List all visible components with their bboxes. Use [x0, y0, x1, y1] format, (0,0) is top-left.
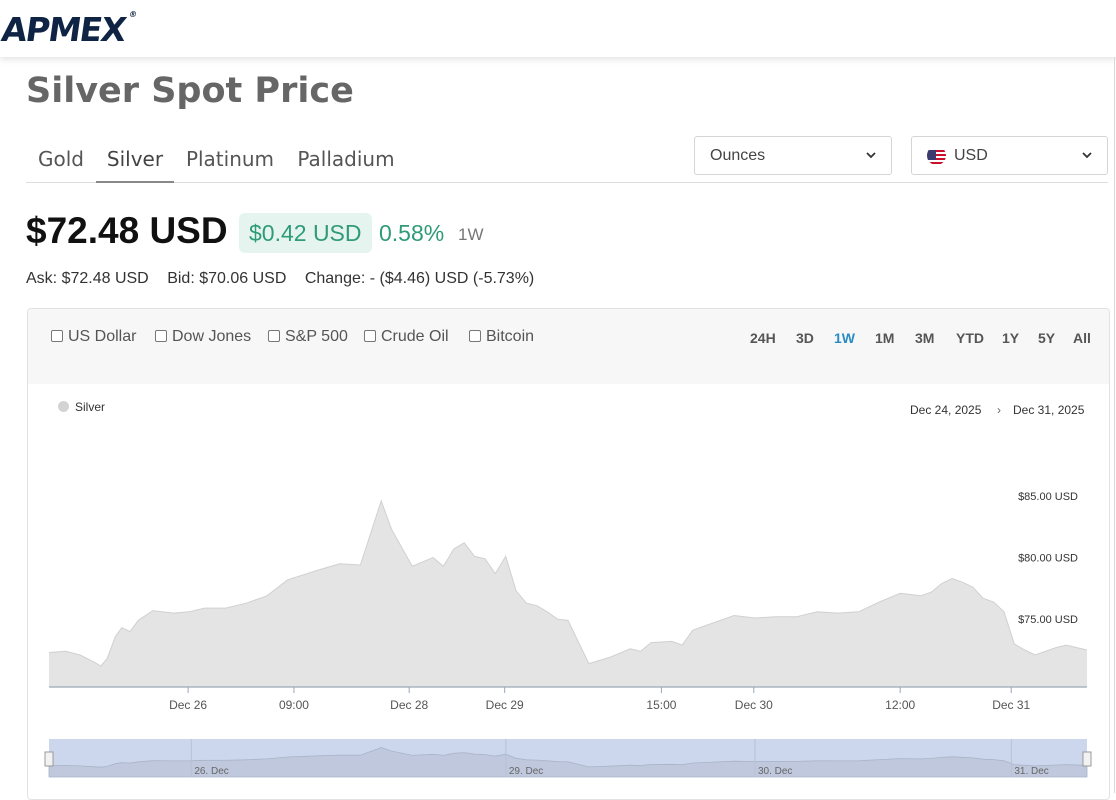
y-tick-label: $80.00 USD	[1018, 553, 1078, 565]
compare-bitcoin[interactable]: Bitcoin	[469, 328, 534, 350]
compare-us-dollar[interactable]: US Dollar	[51, 328, 136, 350]
tab-platinum[interactable]: Platinum	[185, 147, 275, 171]
range-all[interactable]: All	[1073, 330, 1091, 346]
navigator-label: 29. Dec	[509, 766, 543, 777]
compare-sp-500[interactable]: S&P 500	[268, 328, 348, 350]
currency-select[interactable]: USD	[911, 136, 1108, 175]
compare-label: Bitcoin	[486, 328, 535, 345]
compare-label: US Dollar	[68, 328, 137, 345]
y-tick-label: $75.00 USD	[1018, 614, 1078, 626]
price-chart-card: US Dollar Dow Jones S&P 500 Crude Oil Bi…	[27, 308, 1110, 800]
compare-dow-jones[interactable]: Dow Jones	[155, 328, 251, 350]
compare-label: S&P 500	[285, 328, 348, 345]
price-change-badge: $0.42 USD	[239, 213, 372, 253]
unit-select[interactable]: Ounces	[694, 136, 892, 175]
price-details: Ask: $72.48 USD Bid: $70.06 USD Change: …	[26, 270, 548, 288]
compare-crude-oil[interactable]: Crude Oil	[364, 328, 449, 350]
checkbox-icon[interactable]	[155, 330, 167, 342]
range-5y[interactable]: 5Y	[1038, 330, 1056, 346]
navigator-handle-right[interactable]	[1082, 751, 1092, 767]
x-tick-label: Dec 28	[390, 698, 428, 712]
date-to[interactable]: Dec 31, 2025	[1013, 403, 1085, 417]
bid-price: Bid: $70.06 USD	[167, 270, 287, 287]
chart-toolbar: US Dollar Dow Jones S&P 500 Crude Oil Bi…	[28, 309, 1109, 384]
chevron-down-icon	[1082, 152, 1092, 159]
x-tick-label: Dec 31	[992, 698, 1030, 712]
checkbox-icon[interactable]	[268, 330, 280, 342]
y-tick-label: $85.00 USD	[1018, 491, 1078, 503]
page-title: Silver Spot Price	[26, 71, 354, 111]
currency-select-value: USD	[954, 147, 988, 164]
content-frame	[0, 57, 1115, 793]
silver-area	[49, 500, 1087, 687]
x-tick-label: 15:00	[646, 698, 676, 712]
chevron-down-icon	[866, 152, 876, 159]
price-change-percent: 0.58%	[379, 220, 445, 246]
price-change-detail: Change: - ($4.46) USD (-5.73%)	[304, 270, 535, 287]
checkbox-icon[interactable]	[51, 330, 63, 342]
navigator-label: 31. Dec	[1014, 766, 1048, 777]
unit-select-value: Ounces	[710, 147, 766, 164]
apmex-logo[interactable]: APMEX®	[0, 10, 137, 49]
range-1m[interactable]: 1M	[875, 330, 895, 346]
checkbox-icon[interactable]	[469, 330, 481, 342]
spot-price: $72.48 USD	[26, 210, 228, 251]
navigator-series	[48, 747, 1088, 778]
chart-legend-item[interactable]: Silver	[58, 400, 105, 414]
x-tick-label: Dec 30	[735, 698, 773, 712]
compare-label: Dow Jones	[172, 328, 252, 345]
date-separator-icon: ›	[997, 403, 1001, 417]
legend-label: Silver	[75, 400, 106, 414]
compare-label: Crude Oil	[381, 328, 449, 345]
range-3d[interactable]: 3D	[796, 330, 814, 346]
price-period: 1W	[458, 225, 484, 244]
range-1w[interactable]: 1W	[834, 330, 855, 346]
x-tick-label: Dec 29	[486, 698, 524, 712]
site-header: APMEX®	[0, 0, 1116, 57]
navigator-handle-left[interactable]	[44, 751, 54, 767]
x-tick-label: 09:00	[279, 698, 309, 712]
range-3m[interactable]: 3M	[915, 330, 935, 346]
x-tick-label: Dec 26	[169, 698, 207, 712]
price-chart[interactable]: $85.00 USD $80.00 USD $75.00 USD Dec 26 09:0…	[28, 309, 1109, 799]
us-flag-icon	[927, 146, 946, 165]
x-tick-label: 12:00	[885, 698, 915, 712]
legend-dot-icon	[58, 401, 69, 412]
range-24h[interactable]: 24H	[750, 330, 776, 346]
tab-palladium[interactable]: Palladium	[297, 147, 395, 171]
ask-price: Ask: $72.48 USD	[26, 270, 149, 287]
date-from[interactable]: Dec 24, 2025	[910, 403, 982, 417]
navigator-label: 30. Dec	[758, 766, 792, 777]
tab-silver[interactable]: Silver	[96, 138, 174, 183]
tab-gold[interactable]: Gold	[38, 147, 84, 171]
metal-tabs: Gold Silver Platinum Palladium	[26, 138, 1108, 183]
silver-line	[48, 499, 1088, 667]
range-1y[interactable]: 1Y	[1002, 330, 1020, 346]
navigator-label: 26. Dec	[194, 766, 228, 777]
range-ytd[interactable]: YTD	[956, 330, 984, 346]
checkbox-icon[interactable]	[364, 330, 376, 342]
